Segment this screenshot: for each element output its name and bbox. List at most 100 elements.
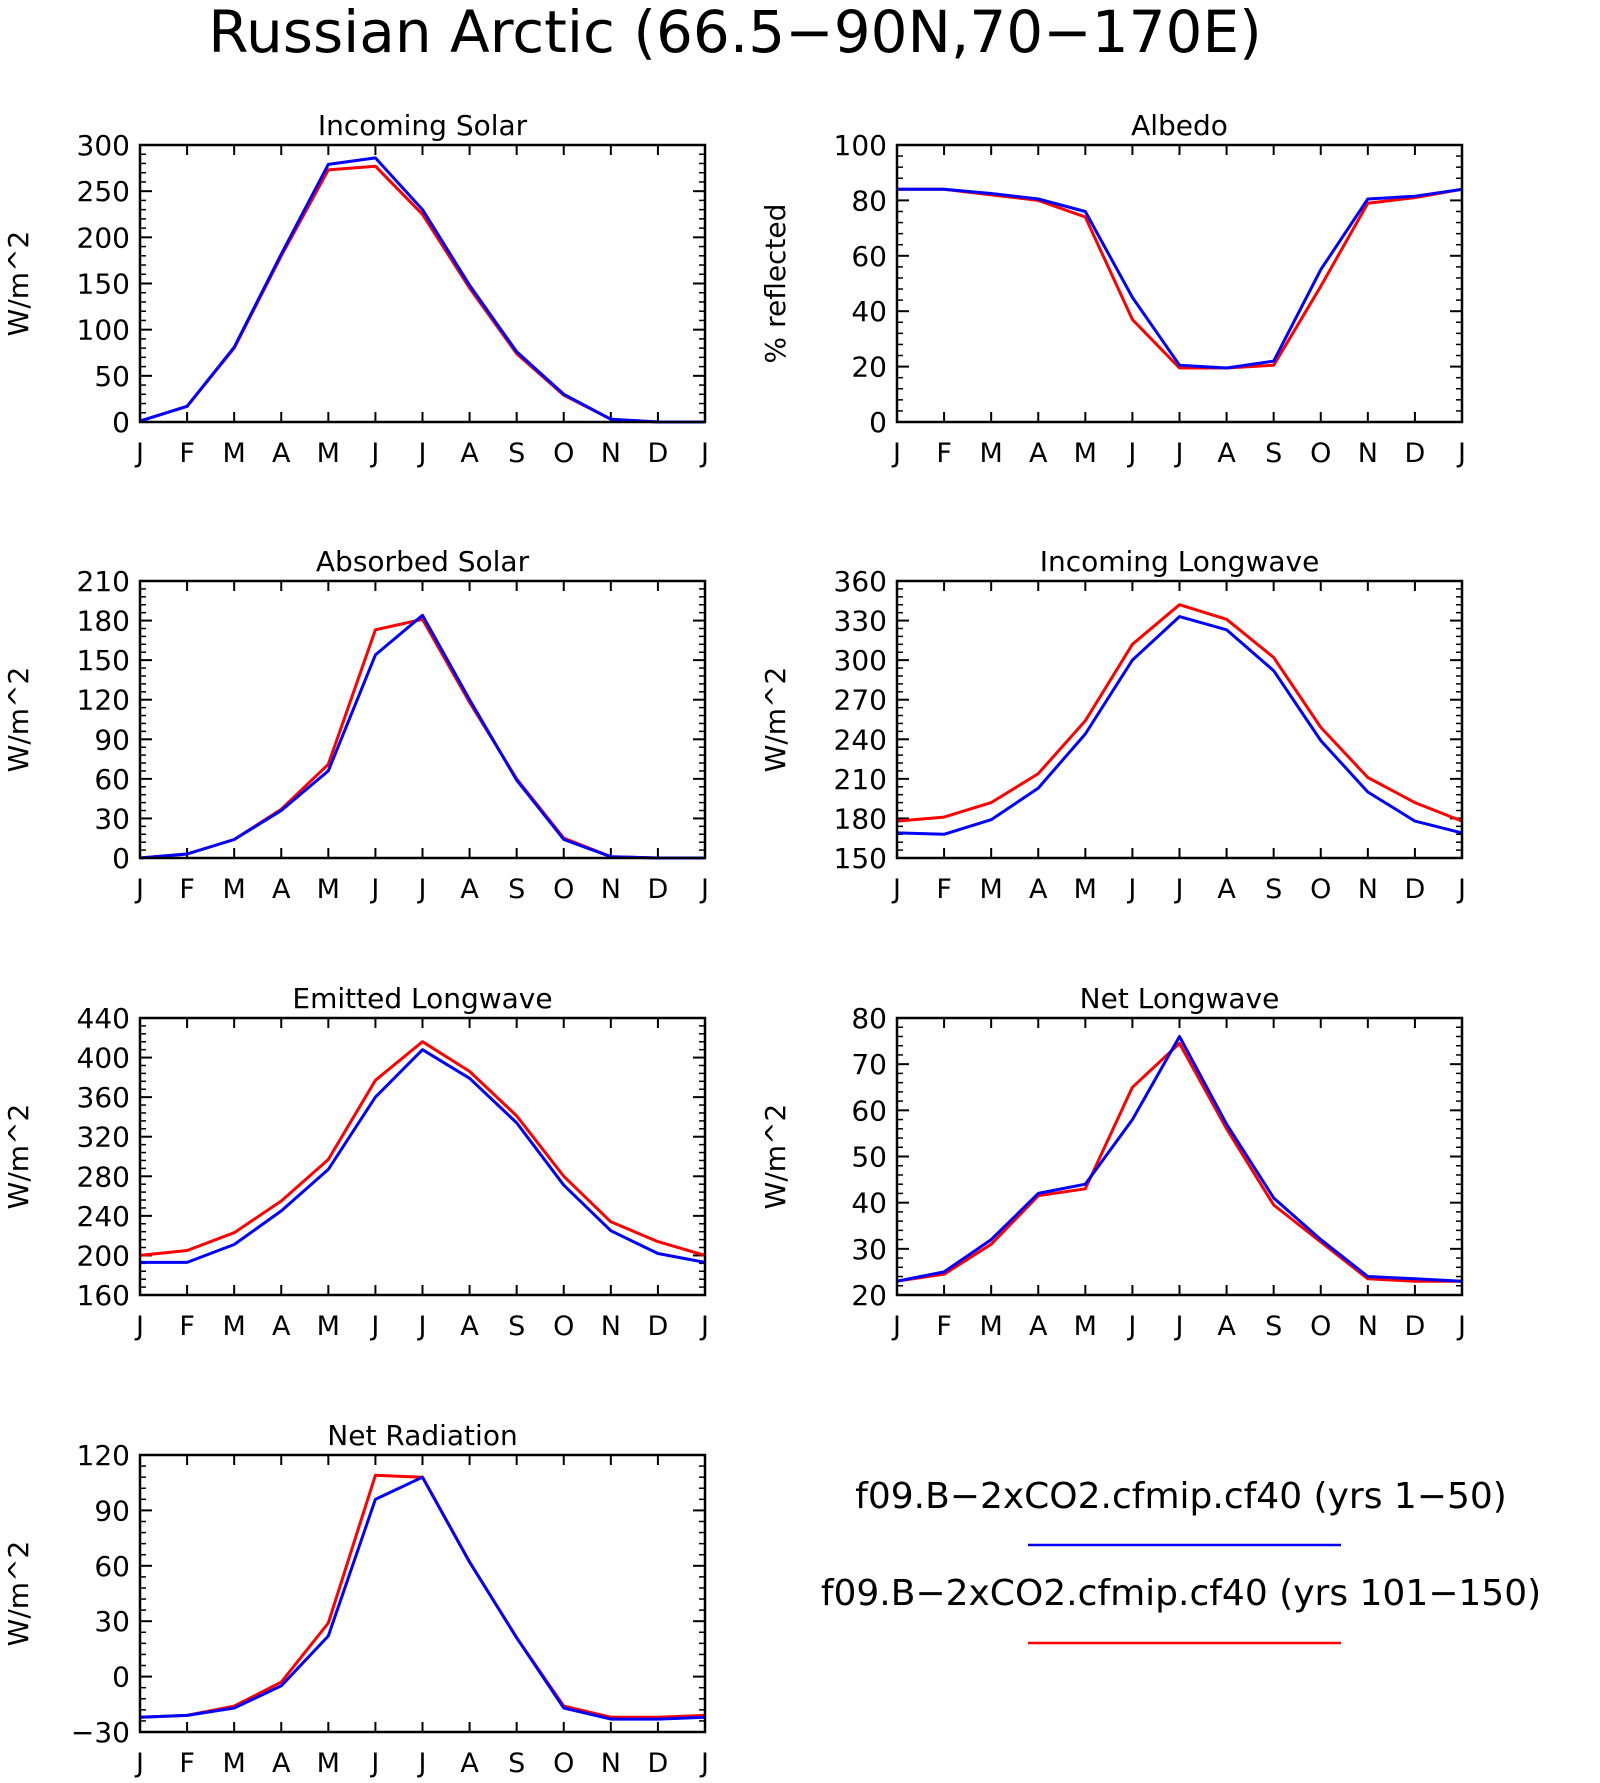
series-line-blue <box>139 613 705 860</box>
y-tick-label: 120 <box>77 1439 130 1472</box>
y-tick-label: 320 <box>77 1121 130 1154</box>
y-tick-label: 120 <box>77 684 130 717</box>
y-tick-label: 250 <box>77 175 130 208</box>
x-tick-label: F <box>936 1311 952 1342</box>
y-tick-label: 60 <box>94 1550 130 1583</box>
y-tick-label: 440 <box>77 1002 130 1035</box>
series-line-red <box>139 617 705 860</box>
panel-title: Net Radiation <box>327 1419 517 1452</box>
x-tick-label: O <box>553 874 574 905</box>
y-tick-label: 200 <box>77 1239 130 1272</box>
series-line-red <box>139 1040 706 1257</box>
plot-frame <box>138 1453 707 1734</box>
y-tick-label: 270 <box>834 684 887 717</box>
panel-title: Incoming Solar <box>318 109 528 142</box>
x-tick-label: J <box>417 874 427 905</box>
y-tick-label: 100 <box>834 129 887 162</box>
x-tick-label: D <box>1405 1311 1426 1342</box>
x-tick-label: O <box>553 438 574 469</box>
panel-title: Emitted Longwave <box>292 982 552 1015</box>
x-tick-label: M <box>980 874 1003 905</box>
y-tick-label: 80 <box>851 184 887 217</box>
x-tick-label: M <box>1074 874 1097 905</box>
y-tick-label: 60 <box>94 763 130 796</box>
x-tick-label: D <box>648 1748 669 1779</box>
y-tick-label: 70 <box>851 1048 887 1081</box>
x-tick-label: A <box>1217 874 1236 905</box>
x-tick-label: J <box>891 438 901 469</box>
x-tick-label: M <box>317 1311 340 1342</box>
x-tick-label: M <box>980 438 1003 469</box>
series-line-blue <box>897 187 1463 370</box>
x-tick-label: J <box>891 1311 901 1342</box>
y-tick-label: 40 <box>851 295 887 328</box>
x-tick-label: J <box>369 1748 379 1779</box>
x-tick-label: A <box>460 1311 479 1342</box>
x-tick-label: J <box>134 438 144 469</box>
x-tick-label: N <box>601 438 621 469</box>
x-tick-label: M <box>1074 1311 1097 1342</box>
x-tick-label: A <box>460 438 479 469</box>
series-line-red <box>139 1473 706 1719</box>
y-tick-label: 330 <box>834 605 887 638</box>
panel-title: Incoming Longwave <box>1040 545 1320 578</box>
plot-frame <box>895 143 1464 424</box>
x-tick-label: J <box>1174 1311 1184 1342</box>
x-tick-label: M <box>223 438 246 469</box>
x-tick-label: M <box>980 1311 1003 1342</box>
x-tick-label: A <box>1029 1311 1048 1342</box>
x-tick-label: F <box>936 874 952 905</box>
x-tick-label: S <box>508 1748 525 1779</box>
x-tick-label: A <box>1217 1311 1236 1342</box>
x-tick-label: N <box>1358 874 1378 905</box>
x-tick-label: J <box>417 1748 427 1779</box>
x-tick-label: A <box>272 438 291 469</box>
legend: f09.B−2xCO2.cfmip.cf40 (yrs 1−50) f09.B−… <box>821 1476 1541 1645</box>
x-tick-label: S <box>508 438 525 469</box>
y-tick-label: 0 <box>112 842 130 875</box>
x-tick-label: J <box>134 874 144 905</box>
x-tick-label: N <box>1358 1311 1378 1342</box>
y-tick-label: 60 <box>851 240 887 273</box>
y-tick-label: 0 <box>112 1661 130 1694</box>
x-tick-label: A <box>460 874 479 905</box>
y-tick-label: 50 <box>851 1141 887 1174</box>
x-tick-label: M <box>317 1748 340 1779</box>
x-tick-label: J <box>1126 1311 1136 1342</box>
x-tick-label: F <box>936 438 952 469</box>
y-axis-label: W/m^2 <box>759 1104 792 1210</box>
y-tick-label: 200 <box>77 221 130 254</box>
series-line-blue <box>896 1035 1463 1283</box>
x-tick-label: N <box>601 1311 621 1342</box>
x-tick-label: A <box>1217 438 1236 469</box>
x-tick-label: S <box>508 1311 525 1342</box>
y-tick-label: 150 <box>834 842 887 875</box>
y-tick-label: 280 <box>77 1160 130 1193</box>
x-tick-label: A <box>272 1311 291 1342</box>
figure-title: Russian Arctic (66.5−90N,70−170E) <box>208 0 1261 66</box>
x-tick-label: J <box>699 1748 709 1779</box>
y-tick-label: 90 <box>94 723 130 756</box>
x-tick-label: F <box>179 874 195 905</box>
series-line-blue <box>139 1475 706 1721</box>
x-tick-label: A <box>1029 438 1048 469</box>
x-tick-label: O <box>1310 438 1331 469</box>
y-tick-label: 0 <box>869 406 887 439</box>
x-tick-label: J <box>1174 874 1184 905</box>
x-tick-label: O <box>1310 1311 1331 1342</box>
x-tick-label: A <box>460 1748 479 1779</box>
x-tick-label: J <box>699 874 709 905</box>
x-tick-label: M <box>317 874 340 905</box>
x-tick-label: S <box>1265 874 1282 905</box>
y-tick-label: 360 <box>834 565 887 598</box>
series-line-red <box>896 1041 1462 1283</box>
y-tick-label: 20 <box>851 1279 887 1312</box>
x-tick-label: J <box>369 874 379 905</box>
y-tick-label: 40 <box>851 1187 887 1220</box>
x-tick-label: D <box>648 1311 669 1342</box>
series-line-blue <box>896 615 1463 836</box>
y-tick-label: 30 <box>94 802 130 835</box>
y-tick-label: 160 <box>77 1279 130 1312</box>
